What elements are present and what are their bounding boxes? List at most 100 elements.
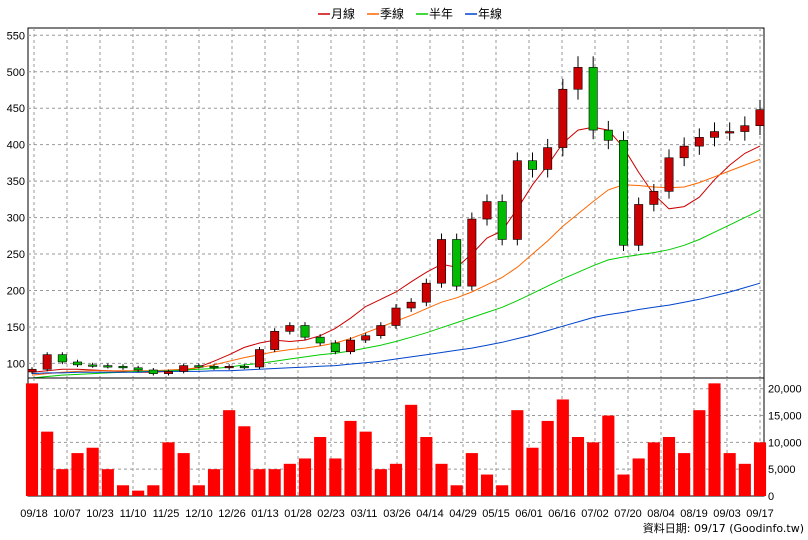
date-tick-label: 05/15 [482, 508, 510, 520]
volume-bar [496, 485, 509, 496]
candle-body [421, 282, 431, 303]
volume-bar [571, 437, 585, 496]
candlesticks [27, 56, 765, 376]
date-tick-label: 03/11 [351, 508, 378, 520]
candle-body [148, 369, 158, 374]
price-tick-label: 150 [7, 322, 25, 334]
volume-bar [147, 485, 160, 496]
price-tick-label: 100 [7, 358, 25, 370]
candle-body [42, 354, 52, 370]
volume-bar [56, 469, 69, 496]
volume-bar [617, 474, 630, 496]
volume-bar [450, 485, 463, 496]
date-tick-label: 04/29 [449, 508, 477, 520]
legend-label: 半年 [429, 7, 453, 21]
candle-body [573, 67, 583, 90]
candle-body [194, 365, 204, 368]
volume-bar [238, 426, 251, 496]
candle-body [649, 191, 659, 205]
volume-tick-label: 5,000 [768, 464, 796, 476]
volume-bar [283, 463, 296, 496]
price-tick-label: 250 [7, 249, 25, 261]
price-tick-label: 500 [7, 67, 25, 79]
date-tick-label: 01/13 [251, 508, 279, 520]
candle-body [103, 365, 113, 368]
volume-bar [723, 453, 736, 496]
candle-body [255, 349, 264, 368]
candle-body [27, 368, 37, 373]
candle-body [588, 67, 598, 131]
candle-body [497, 201, 507, 240]
volume-axis: 0 5,000 10,000 15,000 20,000 [768, 384, 802, 503]
candle-body [619, 139, 628, 246]
date-tick-label: 08/04 [647, 508, 675, 520]
candle-body [437, 239, 446, 284]
volume-bar [223, 410, 236, 496]
volume-bar [480, 474, 494, 496]
candle-body [512, 160, 522, 240]
volume-bar [359, 431, 372, 496]
date-tick-label: 12/26 [218, 508, 246, 520]
volume-bar [587, 442, 600, 496]
candle-body [209, 366, 219, 369]
date-tick-label: 04/14 [416, 508, 444, 520]
date-tick-label: 07/20 [614, 508, 642, 520]
volume-bar [253, 469, 266, 496]
volume-bar [465, 453, 478, 496]
volume-bar [708, 383, 721, 496]
volume-bar [405, 404, 418, 496]
legend-label: 年線 [478, 6, 502, 21]
candle-body [315, 336, 325, 344]
volume-bar [678, 453, 691, 496]
candle-body [740, 125, 750, 132]
candle-body [391, 307, 401, 326]
candle-body [330, 342, 340, 353]
date-tick-label: 03/26 [383, 508, 411, 520]
date-tick-label: 09/17 [746, 508, 774, 520]
volume-bar [693, 410, 706, 496]
volume-bar [647, 442, 660, 496]
volume-bar [71, 453, 84, 496]
volume-bar [632, 458, 645, 496]
candle-body [57, 354, 67, 363]
date-tick-label: 07/02 [581, 508, 609, 520]
volume-bar [101, 469, 114, 496]
date-tick-label: 10/07 [53, 508, 81, 520]
candle-body [179, 365, 189, 372]
candle-body [467, 218, 477, 287]
volume-bar [602, 415, 615, 496]
volume-bar [662, 437, 676, 496]
candle-body [482, 201, 492, 220]
volume-bar [389, 463, 403, 496]
price-tick-label: 300 [7, 213, 25, 225]
candle-body [543, 147, 553, 170]
volume-bar [329, 458, 342, 496]
candle-body [664, 157, 674, 192]
candle-body [118, 366, 128, 369]
candle-body [634, 204, 644, 246]
volume-bars [25, 383, 767, 496]
volume-bar [25, 383, 39, 496]
candle-body [73, 361, 82, 366]
volume-bar [132, 490, 145, 496]
volume-bar [344, 420, 357, 496]
candle-body [725, 131, 735, 134]
date-tick-label: 12/10 [185, 508, 213, 520]
volume-bar [526, 447, 539, 496]
candle-body [270, 331, 280, 350]
volume-bar [374, 469, 387, 496]
candle-body [224, 366, 234, 369]
candle-body [679, 145, 689, 159]
candle-body [164, 371, 173, 374]
candle-body [346, 339, 355, 353]
data-source-label: 資料日期: 09/17 (Goodinfo.tw) [643, 521, 804, 535]
volume-bar [116, 485, 130, 496]
volume-bar [738, 463, 751, 496]
price-tick-label: 550 [7, 30, 25, 42]
date-tick-label: 11/10 [120, 508, 147, 520]
volume-bar [511, 410, 524, 496]
legend: 月線 季線 半年 年線 [318, 6, 502, 21]
date-tick-label: 01/28 [284, 508, 312, 520]
volume-bar [298, 458, 312, 496]
